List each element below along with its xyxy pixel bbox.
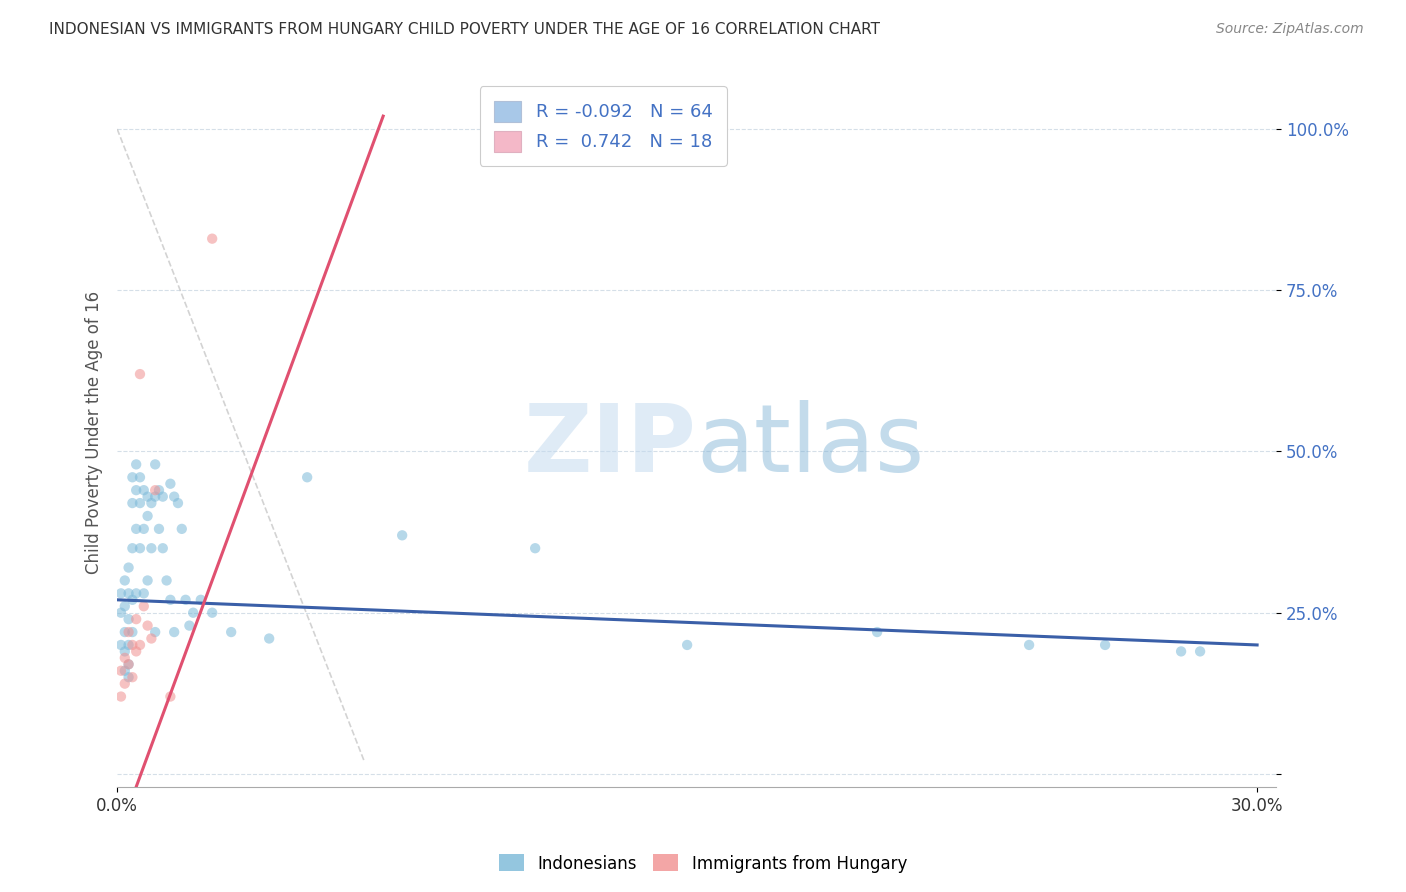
Point: [143, 490, 166, 504]
Point: [155, 574, 177, 588]
Y-axis label: Child Poverty Under the Age of 16: Child Poverty Under the Age of 16: [86, 291, 103, 574]
Point: [129, 470, 152, 484]
Point: [117, 612, 139, 626]
Legend: R = -0.092   N = 64, R =  0.742   N = 18: R = -0.092 N = 64, R = 0.742 N = 18: [479, 87, 727, 166]
Point: [110, 638, 132, 652]
Point: [117, 560, 139, 574]
Point: [163, 625, 186, 640]
Point: [159, 592, 181, 607]
Point: [136, 574, 159, 588]
Point: [132, 586, 155, 600]
Point: [143, 458, 166, 472]
Point: [132, 483, 155, 498]
Point: [114, 676, 136, 690]
Point: [110, 586, 132, 600]
Point: [136, 508, 159, 523]
Point: [143, 483, 166, 498]
Point: [121, 625, 143, 640]
Point: [110, 664, 132, 678]
Point: [114, 625, 136, 640]
Point: [152, 490, 174, 504]
Point: [866, 625, 889, 640]
Point: [1189, 644, 1212, 658]
Point: [141, 541, 163, 556]
Point: [117, 586, 139, 600]
Point: [129, 367, 152, 381]
Point: [219, 625, 242, 640]
Point: [110, 606, 132, 620]
Point: [170, 522, 193, 536]
Point: [136, 618, 159, 632]
Point: [141, 632, 163, 646]
Point: [129, 496, 152, 510]
Point: [125, 483, 148, 498]
Point: [132, 522, 155, 536]
Point: [114, 599, 136, 614]
Point: [129, 541, 152, 556]
Point: [190, 592, 212, 607]
Point: [174, 592, 197, 607]
Point: [117, 638, 139, 652]
Point: [143, 625, 166, 640]
Point: [117, 625, 139, 640]
Point: [114, 651, 136, 665]
Point: [114, 664, 136, 678]
Point: [125, 612, 148, 626]
Point: [201, 606, 224, 620]
Text: atlas: atlas: [696, 401, 925, 492]
Point: [117, 670, 139, 684]
Point: [1170, 644, 1192, 658]
Point: [125, 644, 148, 658]
Legend: Indonesians, Immigrants from Hungary: Indonesians, Immigrants from Hungary: [492, 847, 914, 880]
Point: [117, 657, 139, 672]
Point: [152, 541, 174, 556]
Point: [295, 470, 318, 484]
Point: [201, 232, 224, 246]
Point: [1018, 638, 1040, 652]
Point: [132, 599, 155, 614]
Point: [167, 496, 190, 510]
Point: [114, 644, 136, 658]
Point: [121, 638, 143, 652]
Point: [676, 638, 699, 652]
Point: [125, 522, 148, 536]
Point: [121, 670, 143, 684]
Point: [121, 541, 143, 556]
Text: Source: ZipAtlas.com: Source: ZipAtlas.com: [1216, 22, 1364, 37]
Point: [159, 476, 181, 491]
Point: [179, 618, 201, 632]
Point: [125, 458, 148, 472]
Point: [148, 483, 170, 498]
Point: [159, 690, 181, 704]
Point: [1094, 638, 1116, 652]
Point: [125, 586, 148, 600]
Point: [117, 657, 139, 672]
Point: [121, 470, 143, 484]
Point: [181, 606, 204, 620]
Point: [110, 690, 132, 704]
Text: INDONESIAN VS IMMIGRANTS FROM HUNGARY CHILD POVERTY UNDER THE AGE OF 16 CORRELAT: INDONESIAN VS IMMIGRANTS FROM HUNGARY CH…: [49, 22, 880, 37]
Point: [121, 592, 143, 607]
Point: [148, 522, 170, 536]
Point: [257, 632, 280, 646]
Point: [524, 541, 547, 556]
Point: [129, 638, 152, 652]
Point: [391, 528, 413, 542]
Text: ZIP: ZIP: [524, 401, 696, 492]
Point: [141, 496, 163, 510]
Point: [163, 490, 186, 504]
Point: [121, 496, 143, 510]
Point: [136, 490, 159, 504]
Point: [114, 574, 136, 588]
